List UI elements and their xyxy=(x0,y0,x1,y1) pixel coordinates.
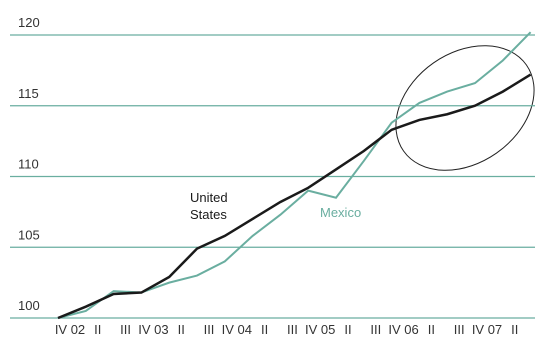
x-tick-label: IV 05 xyxy=(305,322,335,337)
series-label: United xyxy=(190,190,228,205)
y-tick-label: 120 xyxy=(18,15,40,30)
x-tick-label: II xyxy=(178,322,185,337)
x-tick-label: III xyxy=(370,322,381,337)
x-tick-label: IV 02 xyxy=(55,322,85,337)
series-label: States xyxy=(190,207,227,222)
x-tick-label: IV 03 xyxy=(138,322,168,337)
x-tick-label: IV 06 xyxy=(388,322,418,337)
y-tick-label: 105 xyxy=(18,227,40,242)
x-tick-label: II xyxy=(261,322,268,337)
x-tick-label: III xyxy=(120,322,131,337)
series-line xyxy=(57,31,532,319)
highlight-ellipse xyxy=(395,45,535,171)
series-label: Mexico xyxy=(320,205,361,220)
x-tick-label: II xyxy=(428,322,435,337)
x-tick-label: II xyxy=(344,322,351,337)
x-tick-label: IV 07 xyxy=(472,322,502,337)
series-line xyxy=(57,73,532,320)
x-tick-label: III xyxy=(287,322,298,337)
x-tick-label: II xyxy=(94,322,101,337)
x-tick-label: III xyxy=(204,322,215,337)
y-tick-label: 100 xyxy=(18,298,40,313)
x-tick-label: II xyxy=(511,322,518,337)
x-tick-label: IV 04 xyxy=(222,322,252,337)
x-tick-label: III xyxy=(454,322,465,337)
y-tick-label: 115 xyxy=(18,86,39,101)
y-tick-label: 110 xyxy=(18,157,39,172)
